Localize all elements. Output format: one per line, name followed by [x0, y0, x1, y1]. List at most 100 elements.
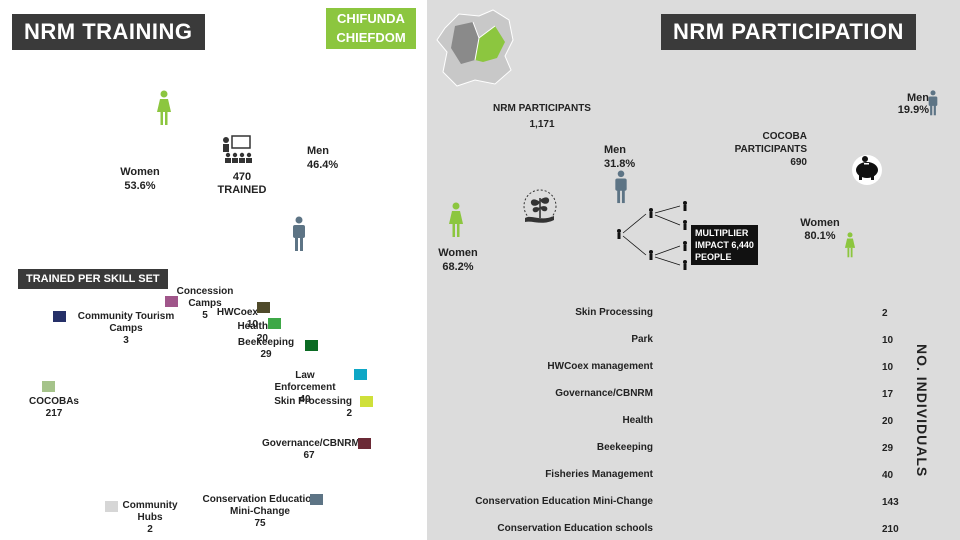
funnel-value-label: 10 [882, 362, 894, 373]
skill-swatch [358, 438, 371, 449]
skill-value: 29 [260, 349, 272, 360]
multiplier-line3: PEOPLE [695, 252, 732, 262]
participation-woman-icon [448, 202, 464, 243]
skill-category: Law Enforcement [274, 370, 336, 393]
funnel-value-label: 40 [882, 470, 894, 481]
trained-label: TRAINED [217, 184, 267, 196]
skill-swatch [354, 369, 367, 380]
funnel-band-conservation-education-schools [581, 516, 955, 540]
skill-swatch [165, 296, 178, 307]
skill-swatch [268, 318, 281, 329]
training-title: NRM TRAINING [12, 14, 205, 50]
funnel-category-label: Park [631, 334, 653, 345]
participation-men-pct: 31.8% [604, 158, 636, 170]
man-icon [291, 216, 307, 257]
slice-cocobas [105, 321, 191, 489]
skill-category: Health [237, 321, 268, 332]
skill-value: 40 [299, 394, 311, 405]
location-tag-line1: CHIFUNDA [337, 11, 405, 26]
skill-swatch [360, 396, 373, 407]
skill-label-community-tourism-camps: Community Tourism Camps 3 [66, 311, 186, 347]
skill-swatch [105, 501, 118, 512]
slice-governance-cbnrm [189, 387, 275, 460]
skill-category: Governance/CBNRM [262, 438, 360, 449]
skill-swatch [310, 494, 323, 505]
cocoba-women-label: Women [800, 217, 840, 229]
funnel-category-label: Beekeeping [596, 442, 653, 453]
skill-value: 217 [45, 408, 63, 419]
participation-women-pct: 68.2% [442, 261, 474, 273]
funnel-band-park [723, 327, 813, 354]
donut-hole [186, 116, 284, 214]
funnel-value-label: 2 [882, 308, 888, 319]
participants-value: 1,171 [529, 119, 555, 130]
funnel-band-skin-processing [745, 300, 791, 327]
skill-category: Conservation Education Mini-Change [202, 494, 318, 517]
location-tag: CHIFUNDA CHIEFDOM [326, 8, 416, 49]
funnel-band-fisheries-management [682, 462, 854, 489]
slice-men [235, 93, 307, 235]
skill-label-skin-processing: Skin Processing 2 [272, 396, 352, 420]
slice-conservation-education-mini-change [179, 404, 256, 490]
participants-label: NRM PARTICIPANTS [493, 103, 591, 114]
cocoba-value: 690 [790, 157, 807, 168]
skill-swatch [257, 302, 270, 313]
funnel-value-label: 143 [882, 497, 899, 508]
skill-value: 10 [246, 319, 258, 330]
skill-category: Community Tourism Camps [77, 311, 175, 334]
funnel-category-label: Conservation Education Mini-Change [475, 496, 653, 507]
funnel-axis-label: NO. INDIVIDUALS [914, 344, 930, 478]
location-map [435, 8, 517, 93]
skill-label-law-enforcement: Law Enforcement 40 [265, 370, 345, 406]
cocoba-label-line2: PARTICIPANTS [734, 144, 807, 155]
funnel-value-label: 210 [882, 524, 899, 535]
location-tag-line2: CHIEFDOM [336, 30, 406, 45]
funnel-value-label: 29 [882, 443, 894, 454]
funnel-band-hwcoex-management [723, 354, 813, 381]
funnel-band-beekeeping [694, 435, 842, 462]
skill-category: COCOBAs [28, 396, 79, 407]
skill-swatch [42, 381, 55, 392]
trained-total: 470 [232, 171, 252, 183]
funnel-category-label: Fisheries Management [545, 469, 653, 480]
funnel-band-health [706, 408, 830, 435]
cocoba-men-label: Men [907, 92, 929, 104]
multiplier-line2: IMPACT 6,440 [695, 240, 754, 250]
funnel-category-label: Governance/CBNRM [555, 388, 653, 399]
piggy-bank-icon [850, 154, 884, 187]
funnel-band-governance-cbnrm [711, 381, 825, 408]
participation-men-label: Men [604, 144, 626, 156]
funnel-value-label: 17 [882, 389, 894, 400]
funnel-band-conservation-education-mini-change [610, 489, 926, 516]
skill-label-cocobas: COCOBAs 217 [14, 396, 94, 420]
left-panel: NRM TRAINING CHIFUNDA CHIEFDOM 470 TRAIN… [0, 0, 427, 540]
skill-label-community-hubs: Community Hubs 2 [110, 500, 190, 536]
cocoba-man-icon [927, 90, 939, 121]
skill-set-title: TRAINED PER SKILL SET [18, 269, 168, 289]
plant-hand-icon [520, 188, 560, 233]
multiplier-tree-icon [613, 200, 693, 275]
skill-value: 2 [346, 408, 352, 419]
cocoba-woman-icon [844, 232, 856, 263]
funnel-value-label: 10 [882, 335, 894, 346]
multiplier-line1: MULTIPLIER [695, 228, 749, 238]
slice-community-tourism-camps [182, 320, 191, 406]
skill-label-governance-cbnrm: Governance/CBNRM 67 [262, 438, 360, 462]
cocoba-label-line1: COCOBA [762, 131, 807, 142]
skill-value: 3 [123, 335, 129, 346]
skill-value: 5 [202, 310, 208, 321]
training-women-pct: 53.6% [124, 180, 156, 192]
skill-category: HWCoex [216, 307, 258, 318]
slice-women [164, 94, 251, 236]
training-men-pct: 46.4% [307, 159, 339, 171]
skill-label-concession-camps: Concession Camps 5 [160, 286, 250, 322]
skill-value: 75 [254, 518, 266, 529]
participation-man-icon [613, 170, 629, 209]
cocoba-men-pct: 19.9% [897, 104, 929, 116]
skill-swatch [305, 340, 318, 351]
skill-label-conservation-education-mini-change: Conservation Education Mini-Change 75 [200, 494, 320, 530]
funnel-value-label: 20 [882, 416, 894, 427]
skill-value: 67 [303, 450, 315, 461]
skill-category: Community Hubs [122, 500, 178, 523]
funnel-category-label: Conservation Education schools [497, 523, 653, 534]
